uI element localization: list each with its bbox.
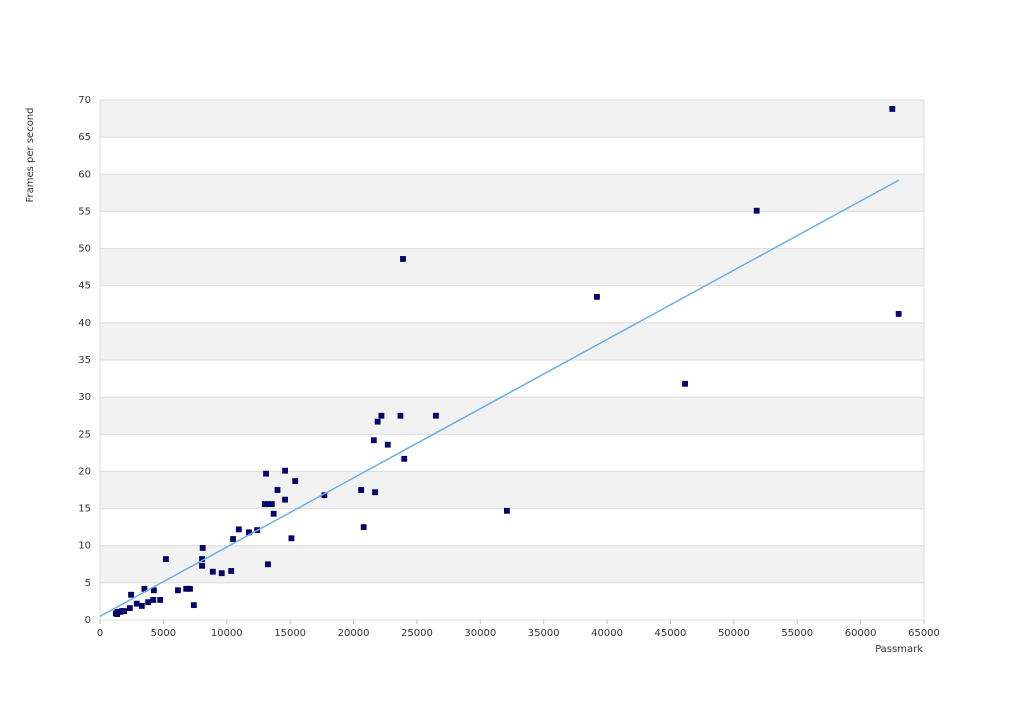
y-tick-label: 30 [78,392,91,403]
point [682,380,688,387]
y-tick-label: 15 [78,504,91,515]
point [265,561,271,568]
x-axis-label: Passmark [875,644,923,655]
x-tick-label: 65000 [908,628,940,639]
y-tick-label: 10 [78,541,91,552]
point [190,602,197,609]
point [288,535,295,542]
point [157,597,164,603]
point [199,562,205,569]
y-tick-label: 70 [78,95,91,106]
band [100,248,924,286]
band [100,100,924,138]
point [433,412,439,419]
point [594,293,600,300]
point [230,536,237,542]
x-tick-label: 10000 [211,628,243,639]
point [183,585,190,592]
point [121,608,127,614]
y-tick-label: 40 [78,318,91,329]
trendline [99,179,900,617]
point [175,587,181,594]
point [370,437,377,444]
point [282,496,288,503]
point [504,507,510,514]
point [401,455,408,462]
x-tick-label: 50000 [718,628,750,639]
point [235,526,242,533]
y-tick-label: 55 [78,206,91,217]
point [895,311,902,317]
y-axis-label: Frames per second [25,108,36,203]
point [263,470,269,477]
x-tick-label: 25000 [401,628,433,639]
y-tick-label: 5 [85,578,91,589]
point [268,501,275,508]
point [138,602,145,609]
y-tick-label: 65 [78,132,91,143]
point [397,412,404,419]
y-tick-label: 60 [78,169,91,180]
band [100,545,924,583]
x-tick-label: 35000 [528,628,560,639]
point [282,467,288,474]
point [889,106,896,112]
point [150,587,157,594]
point [274,487,281,493]
point [218,570,225,577]
point [753,207,760,214]
point [374,418,381,425]
point [145,599,152,606]
y-tick-label: 25 [78,429,91,440]
band [100,322,924,360]
band [100,471,924,509]
y-tick-label: 20 [78,466,91,477]
point [270,510,277,517]
point [400,256,406,262]
x-tick-label: 55000 [781,628,813,639]
y-tick-label: 50 [78,244,91,255]
x-tick-label: 40000 [591,628,623,639]
x-tick-label: 30000 [464,628,496,639]
x-tick-label: 0 [97,628,103,639]
band [100,397,924,435]
point [378,412,385,419]
point [384,441,391,448]
y-tick-label: 0 [85,615,91,626]
point [358,487,365,493]
x-tick-label: 45000 [655,628,687,639]
x-tick-label: 5000 [151,628,176,639]
point [372,489,378,496]
x-tick-label: 60000 [845,628,877,639]
x-tick-label: 20000 [338,628,370,639]
point [150,597,157,603]
point [114,611,121,617]
point [199,545,206,551]
point [133,600,140,607]
point [228,568,235,574]
band [100,174,924,212]
point [163,556,169,562]
point [360,524,367,531]
y-tick-label: 45 [78,281,91,292]
point [292,478,299,484]
point [128,591,134,598]
point [209,568,216,575]
x-tick-label: 15000 [274,628,306,639]
point [126,605,133,612]
y-tick-label: 35 [78,355,91,366]
